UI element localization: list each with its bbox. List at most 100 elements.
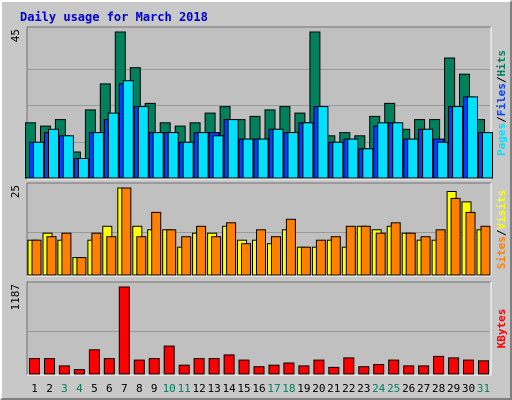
day-tick-label-28: 28 <box>432 382 445 395</box>
bar-kbytes-day-13 <box>208 358 220 375</box>
bar-sites-day-9 <box>151 211 162 276</box>
bar-sites-day-13 <box>211 236 222 276</box>
bar-sites-day-27 <box>420 236 431 276</box>
bar-sites-day-10 <box>166 229 177 276</box>
day-tick-label-18: 18 <box>282 382 295 395</box>
bar-sites-day-19 <box>300 246 311 276</box>
bar-sites-day-28 <box>435 229 446 276</box>
bar-kbytes-day-26 <box>403 365 415 375</box>
day-tick-label-8: 8 <box>136 382 143 395</box>
bar-sites-day-14 <box>226 222 237 276</box>
bar-pages-day-9 <box>152 132 164 179</box>
bar-pages-day-5 <box>92 132 104 179</box>
bar-sites-day-11 <box>181 236 192 276</box>
bar-pages-day-8 <box>137 106 149 179</box>
bar-sites-day-3 <box>61 232 72 276</box>
day-tick-label-23: 23 <box>357 382 370 395</box>
bar-kbytes-day-5 <box>88 349 100 375</box>
bar-sites-day-20 <box>315 239 326 276</box>
day-tick-label-22: 22 <box>342 382 355 395</box>
day-tick-label-29: 29 <box>447 382 460 395</box>
bar-kbytes-day-19 <box>298 365 310 375</box>
bar-sites-day-17 <box>271 236 281 276</box>
bar-pages-day-4 <box>77 158 89 179</box>
bar-pages-day-23 <box>362 148 374 179</box>
bar-sites-day-16 <box>256 229 266 276</box>
bar-sites-day-8 <box>136 236 147 276</box>
bar-kbytes-day-10 <box>163 345 175 375</box>
bar-pages-day-19 <box>302 122 314 179</box>
bar-kbytes-day-1 <box>29 358 40 375</box>
day-tick-label-19: 19 <box>297 382 310 395</box>
bar-kbytes-day-21 <box>328 366 340 375</box>
day-tick-label-31: 31 <box>477 382 490 395</box>
bar-kbytes-day-8 <box>133 359 145 375</box>
legend-entry: / <box>495 229 508 236</box>
bar-pages-day-6 <box>107 112 119 179</box>
bar-kbytes-day-3 <box>58 365 70 375</box>
bar-pages-day-7 <box>122 80 134 179</box>
bar-pages-day-18 <box>287 132 299 179</box>
legend-hits-files-pages: Pages/Files/Hits <box>495 50 508 156</box>
day-tick-label-21: 21 <box>327 382 340 395</box>
day-tick-label-25: 25 <box>387 382 400 395</box>
series-pages <box>33 80 493 179</box>
bar-pages-day-2 <box>48 128 59 179</box>
bar-kbytes-day-15 <box>238 359 250 375</box>
day-tick-label-15: 15 <box>237 382 250 395</box>
y-max-label-kbytes: 1187 <box>9 284 22 311</box>
bar-kbytes-day-27 <box>418 365 430 375</box>
bar-pages-day-14 <box>227 119 239 179</box>
bar-kbytes-day-7 <box>118 286 130 375</box>
bar-kbytes-day-25 <box>388 359 400 375</box>
legend-entry: / <box>495 76 508 83</box>
bar-sites-day-21 <box>330 236 341 276</box>
bar-sites-day-12 <box>196 225 207 276</box>
bar-kbytes-day-29 <box>448 357 460 375</box>
day-tick-label-12: 12 <box>192 382 205 395</box>
day-tick-label-1: 1 <box>31 382 38 395</box>
bar-sites-day-7 <box>121 187 132 276</box>
bar-pages-day-31 <box>482 132 493 179</box>
bar-pages-day-26 <box>407 138 419 179</box>
legend-entry: Hits <box>495 50 508 77</box>
bar-sites-day-31 <box>480 225 491 276</box>
day-tick-label-2: 2 <box>46 382 53 395</box>
bar-kbytes-day-28 <box>433 355 445 375</box>
bar-pages-day-30 <box>467 96 478 179</box>
day-tick-label-20: 20 <box>312 382 325 395</box>
series-sites <box>31 187 491 276</box>
bar-kbytes-day-6 <box>103 358 115 375</box>
bar-sites-day-26 <box>405 232 416 276</box>
day-tick-label-7: 7 <box>121 382 128 395</box>
day-tick-label-16: 16 <box>252 382 265 395</box>
day-tick-label-17: 17 <box>267 382 280 395</box>
bar-sites-day-4 <box>76 257 87 276</box>
day-tick-label-3: 3 <box>61 382 68 395</box>
day-tick-label-13: 13 <box>207 382 220 395</box>
day-tick-label-26: 26 <box>402 382 415 395</box>
bar-sites-day-29 <box>450 197 461 276</box>
legend-kbytes: KBytes <box>495 309 508 349</box>
day-tick-label-30: 30 <box>462 382 475 395</box>
day-tick-label-10: 10 <box>163 382 176 395</box>
bar-pages-day-28 <box>437 141 449 179</box>
bar-pages-day-10 <box>167 132 179 179</box>
bar-sites-day-23 <box>360 225 371 276</box>
series-kbytes <box>29 286 489 375</box>
day-tick-label-14: 14 <box>222 382 236 395</box>
legend-entry: Files <box>495 83 508 116</box>
bar-kbytes-day-31 <box>478 360 489 375</box>
bar-kbytes-day-23 <box>358 366 370 375</box>
bar-pages-day-17 <box>272 128 284 179</box>
panels-layer: 45Pages/Files/Hits25Sites/Visits1187KByt… <box>9 26 508 376</box>
bar-sites-day-5 <box>91 232 102 276</box>
bar-kbytes-day-14 <box>223 354 235 375</box>
y-max-label-visits-sites: 25 <box>9 185 22 198</box>
legend-entry: Sites <box>495 236 508 269</box>
panel-kbytes: 1187 KBytes <box>9 281 508 376</box>
bar-pages-day-1 <box>33 141 44 179</box>
bar-pages-day-15 <box>242 138 254 179</box>
legend-entry: Pages <box>495 123 508 156</box>
